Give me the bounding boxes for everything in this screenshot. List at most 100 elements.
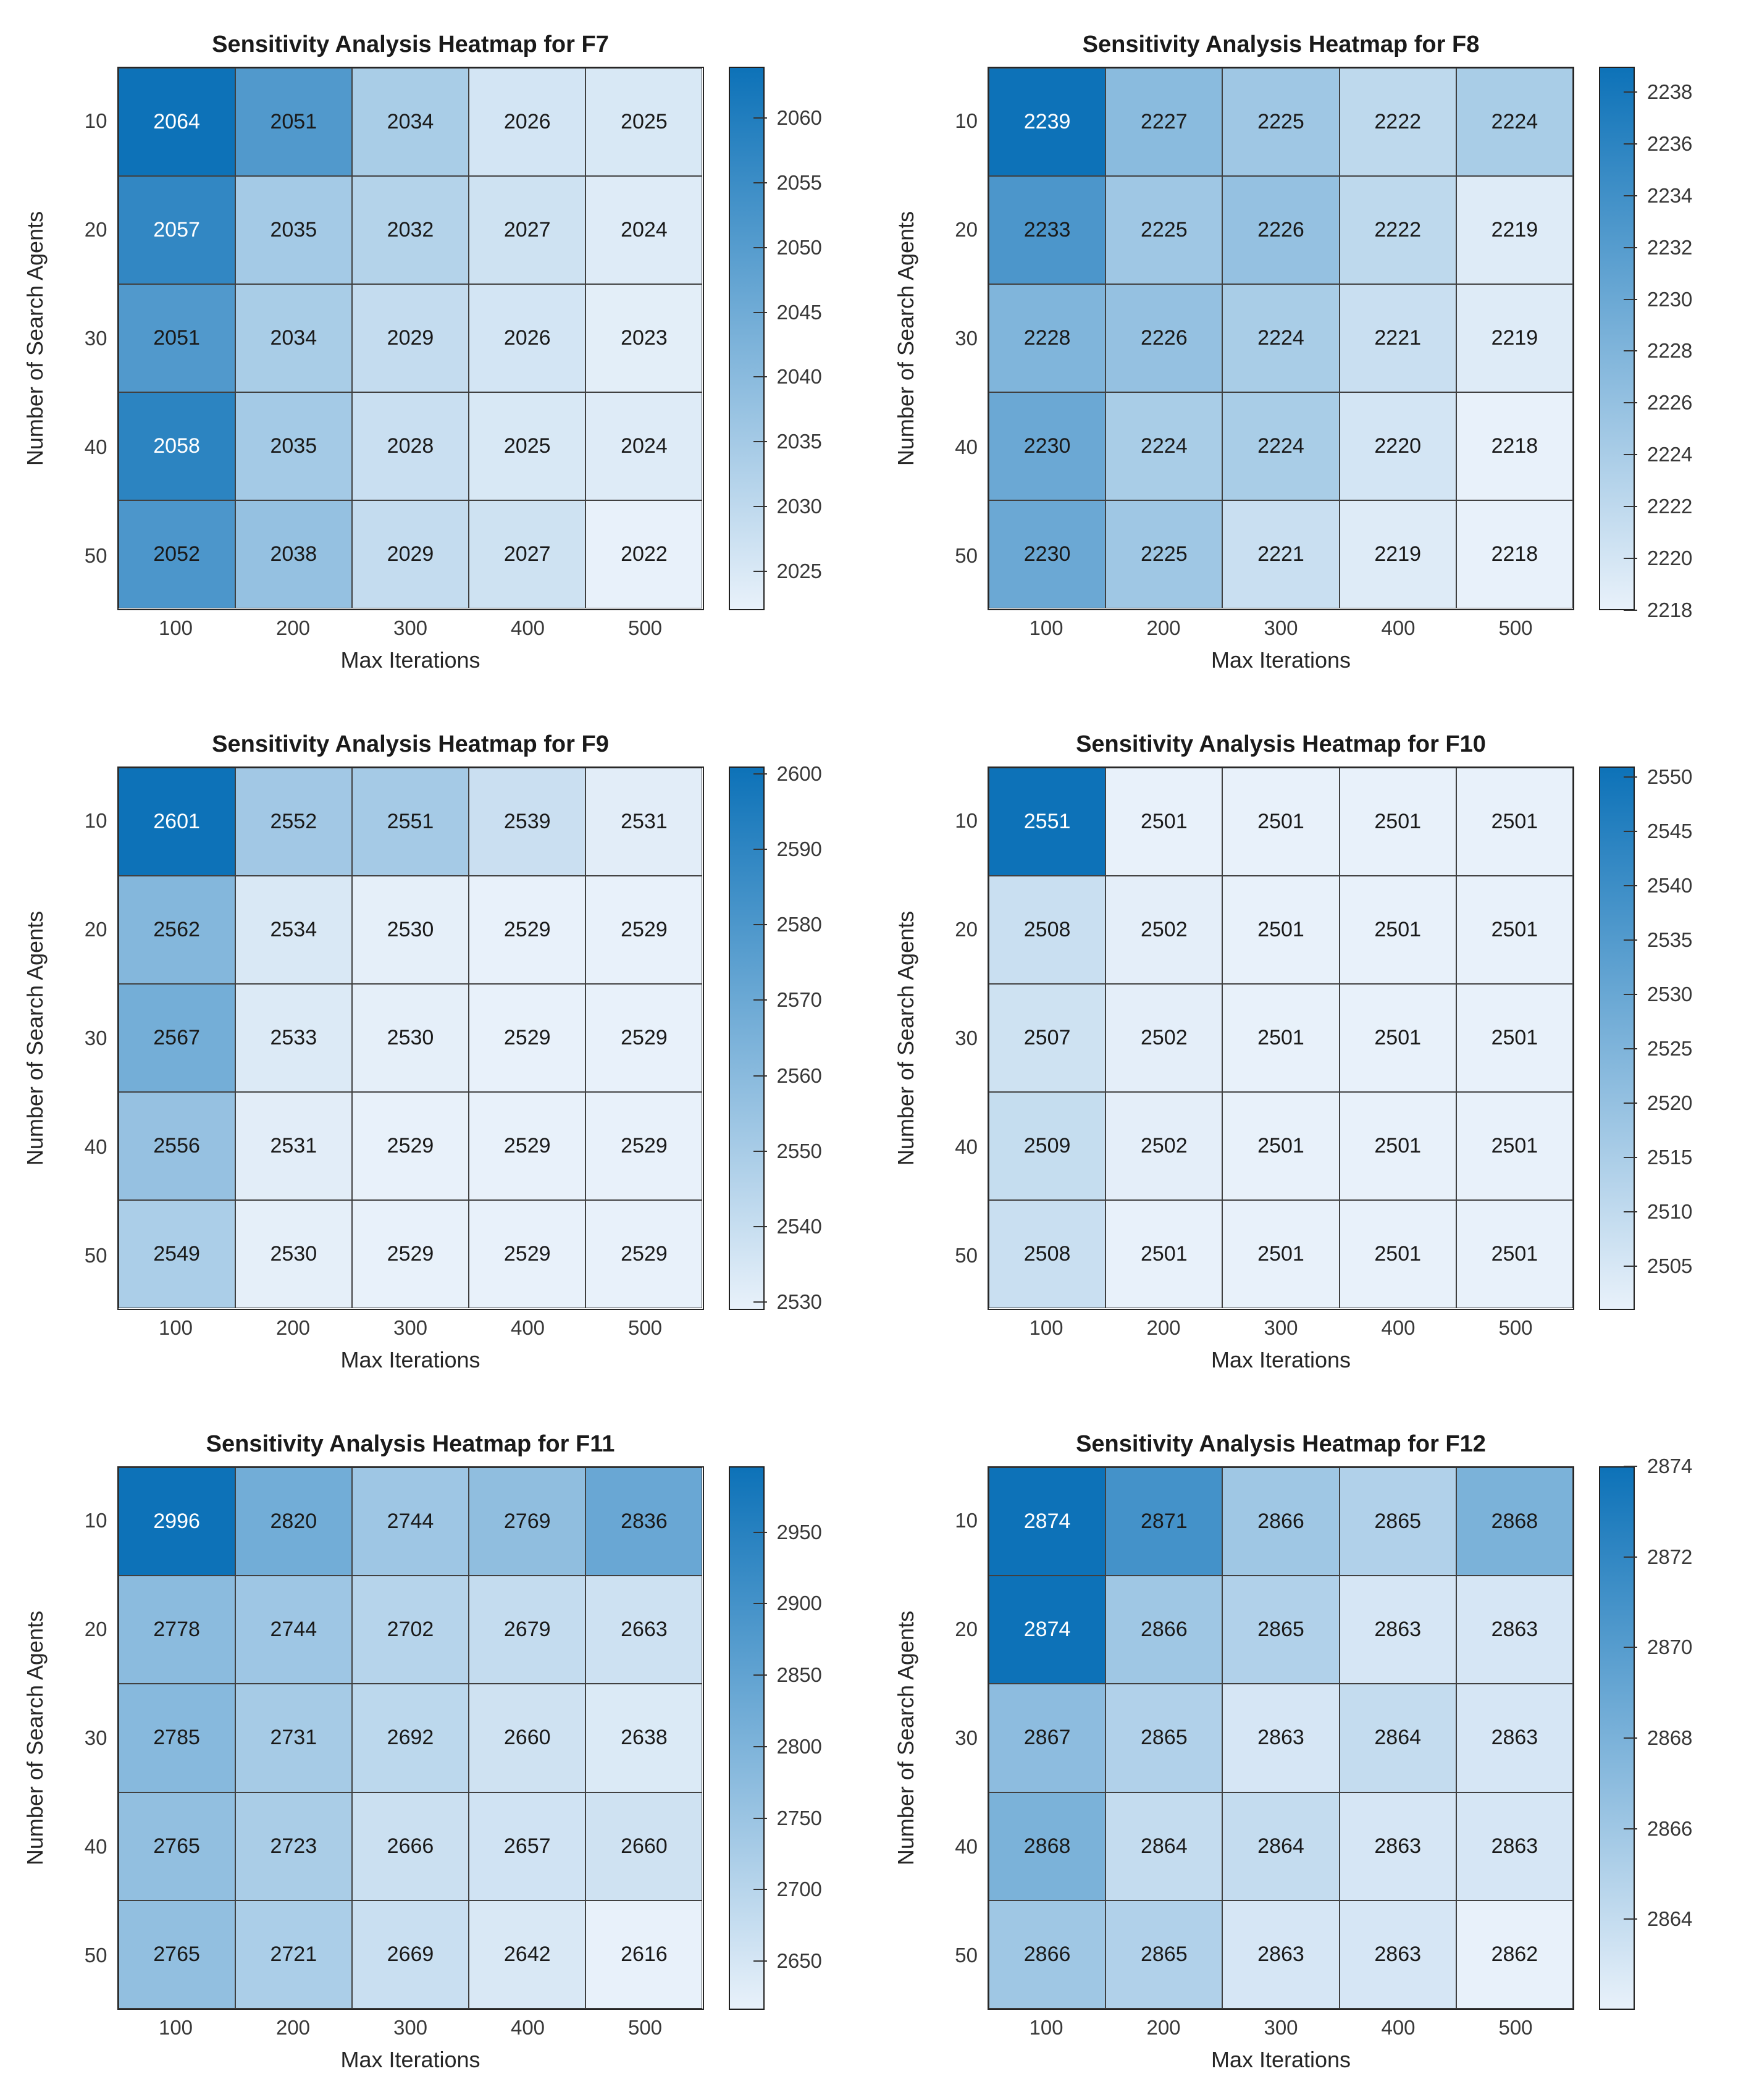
x-axis-label-F12: Max Iterations: [1210, 2047, 1351, 2072]
y-tick-label: 40: [955, 435, 978, 458]
heatmap-cell-F11-r20-c300: 2702: [351, 1576, 469, 1684]
heatmap-cell-F7-r50-c500: 2022: [585, 500, 703, 609]
y-tick-label: 50: [955, 1243, 978, 1267]
x-axis-label-F7: Max Iterations: [340, 647, 480, 673]
heatmap-cell-F9-r50-c300: 2529: [351, 1200, 469, 1309]
heatmap-cell-F9-r20-c100: 2562: [118, 875, 235, 984]
heatmap-cell-F10-r50-c400: 2501: [1339, 1200, 1456, 1309]
heatmap-cell-F12-r40-c300: 2864: [1222, 1792, 1340, 1900]
colorbar-tick-mark: [753, 182, 767, 184]
colorbar-tick-mark: [1624, 557, 1637, 559]
x-axis-ticks-F9: 100 200 300 400 500: [117, 1310, 704, 1345]
x-tick-label: 300: [393, 2016, 428, 2039]
heatmap-cell-F8-r20-c400: 2222: [1339, 175, 1456, 284]
colorbar-tick-mark: [753, 1531, 767, 1533]
heatmap-cell-F9-r50-c400: 2529: [469, 1200, 586, 1309]
subplot-slot-F7: Sensitivity Analysis Heatmap for F7 Numbe…: [0, 0, 870, 700]
x-tick-label: 400: [1381, 2016, 1416, 2039]
heatmap-grid-F10: 2551 2501 2501 2501 2501 2508 2502 2501 2501 2501…: [988, 766, 1574, 1310]
x-tick-label: 400: [510, 1316, 545, 1339]
x-tick-label: 100: [1029, 2016, 1063, 2039]
colorbar-tick-label: 2872: [1647, 1545, 1693, 1568]
y-tick-label: 30: [84, 326, 107, 350]
y-axis-label-text: Number of Search Agents: [22, 211, 48, 466]
heatmap-cell-F10-r40-c200: 2502: [1105, 1092, 1223, 1201]
heatmap-subplot-F10: Sensitivity Analysis Heatmap for F10 Numb…: [889, 718, 1722, 1382]
heatmap-cell-F7-r30-c100: 2051: [118, 284, 235, 393]
heatmap-cell-F11-r20-c500: 2663: [585, 1576, 703, 1684]
x-tick-label: 200: [1146, 1316, 1181, 1339]
y-axis-ticks-F8: 10 20 30 40 50: [923, 67, 988, 610]
y-axis-ticks-F12: 10 20 30 40 50: [923, 1466, 988, 2010]
heatmap-cell-F11-r30-c300: 2692: [351, 1684, 469, 1792]
y-axis-ticks-F7: 10 20 30 40 50: [53, 67, 117, 610]
colorbar-tick-mark: [753, 1226, 767, 1228]
colorbar-tick-mark: [1624, 1828, 1637, 1829]
heatmap-cell-F12-r50-c100: 2866: [989, 1900, 1106, 2009]
heatmap-cell-F11-r40-c400: 2657: [469, 1792, 586, 1900]
colorbar-tick-mark: [753, 117, 767, 119]
heatmap-cell-F8-r10-c400: 2222: [1339, 67, 1456, 176]
y-axis-ticks-F9: 10 20 30 40 50: [53, 766, 117, 1310]
y-axis-ticks-F10: 10 20 30 40 50: [923, 766, 988, 1310]
x-tick-label: 100: [158, 2016, 193, 2039]
colorbar-tick-label: 2035: [776, 430, 822, 453]
heatmap-cell-F10-r40-c300: 2501: [1222, 1092, 1340, 1201]
y-axis-label-F8: Number of Search Agents: [889, 67, 923, 610]
heatmap-cell-F12-r20-c300: 2865: [1222, 1576, 1340, 1684]
heatmap-cell-F12-r20-c500: 2863: [1456, 1576, 1573, 1684]
heatmap-cell-F9-r10-c300: 2551: [351, 767, 469, 876]
heatmap-cell-F12-r50-c400: 2863: [1339, 1900, 1456, 2009]
x-axis-label-F10: Max Iterations: [1210, 1346, 1351, 1372]
y-tick-label: 10: [955, 808, 978, 832]
colorbar-tick-mark: [1624, 1556, 1637, 1558]
heatmap-cell-F12-r40-c200: 2864: [1105, 1792, 1223, 1900]
y-tick-label: 20: [955, 1618, 978, 1640]
colorbar-tick-label: 2800: [776, 1734, 822, 1758]
colorbar-tick-mark: [1624, 350, 1637, 352]
heatmap-cell-F8-r40-c500: 2218: [1456, 392, 1573, 501]
colorbar-tick-label: 2550: [1647, 765, 1693, 789]
heatmap-cell-F8-r50-c200: 2225: [1105, 500, 1223, 609]
heatmap-cell-F8-r30-c200: 2226: [1105, 284, 1223, 393]
heatmap-cell-F11-r20-c100: 2778: [118, 1576, 235, 1684]
heatmap-cell-F12-r10-c200: 2871: [1105, 1468, 1223, 1576]
heatmap-cell-F10-r30-c100: 2507: [989, 983, 1106, 1093]
heatmap-cell-F12-r50-c500: 2862: [1456, 1900, 1573, 2009]
y-tick-label: 30: [955, 1726, 978, 1749]
x-tick-label: 400: [510, 616, 545, 639]
colorbar-tick-label: 2525: [1647, 1037, 1693, 1060]
colorbar-tick-mark: [1624, 1918, 1637, 1920]
plot-title-F10: Sensitivity Analysis Heatmap for F10: [1076, 731, 1486, 757]
colorbar-tick-label: 2864: [1647, 1907, 1693, 1931]
colorbar-tick-label: 2750: [776, 1806, 822, 1829]
heatmap-cell-F10-r50-c200: 2501: [1105, 1200, 1223, 1309]
heatmap-cell-F9-r30-c100: 2567: [118, 983, 235, 1093]
heatmap-cell-F8-r30-c100: 2228: [989, 284, 1106, 393]
colorbar-tick-label: 2580: [776, 913, 822, 936]
heatmap-cell-F9-r50-c500: 2529: [585, 1200, 703, 1309]
plot-title-F9: Sensitivity Analysis Heatmap for F9: [212, 731, 609, 757]
x-tick-label: 300: [1264, 1316, 1298, 1339]
colorbar-tick-label: 2874: [1647, 1455, 1693, 1477]
heatmap-grid-F9: 2601 2552 2551 2539 2531 2562 2534 2530 2529 2529…: [117, 766, 704, 1310]
colorbar-tick-label: 2900: [776, 1592, 822, 1615]
colorbar-tick-mark: [1624, 1157, 1637, 1159]
heatmap-cell-F11-r50-c100: 2765: [118, 1900, 235, 2009]
colorbar-tick-label: 2060: [776, 106, 822, 130]
colorbar-tick-label: 2234: [1647, 184, 1693, 208]
colorbar-tick-label: 2530: [1647, 983, 1693, 1006]
heatmap-cell-F12-r20-c200: 2866: [1105, 1576, 1223, 1684]
colorbar-tick-mark: [753, 773, 767, 775]
x-tick-label: 200: [1146, 2016, 1181, 2039]
heatmap-cell-F10-r40-c400: 2501: [1339, 1092, 1456, 1201]
y-tick-label: 40: [84, 1135, 107, 1158]
y-axis-label-F7: Number of Search Agents: [19, 67, 53, 610]
colorbar-tick-mark: [753, 1075, 767, 1077]
colorbar-tick-mark: [1624, 885, 1637, 887]
heatmap-cell-F12-r50-c300: 2863: [1222, 1900, 1340, 2009]
x-tick-label: 100: [1029, 616, 1063, 639]
heatmap-cell-F12-r20-c400: 2863: [1339, 1576, 1456, 1684]
heatmap-cell-F9-r20-c500: 2529: [585, 875, 703, 984]
